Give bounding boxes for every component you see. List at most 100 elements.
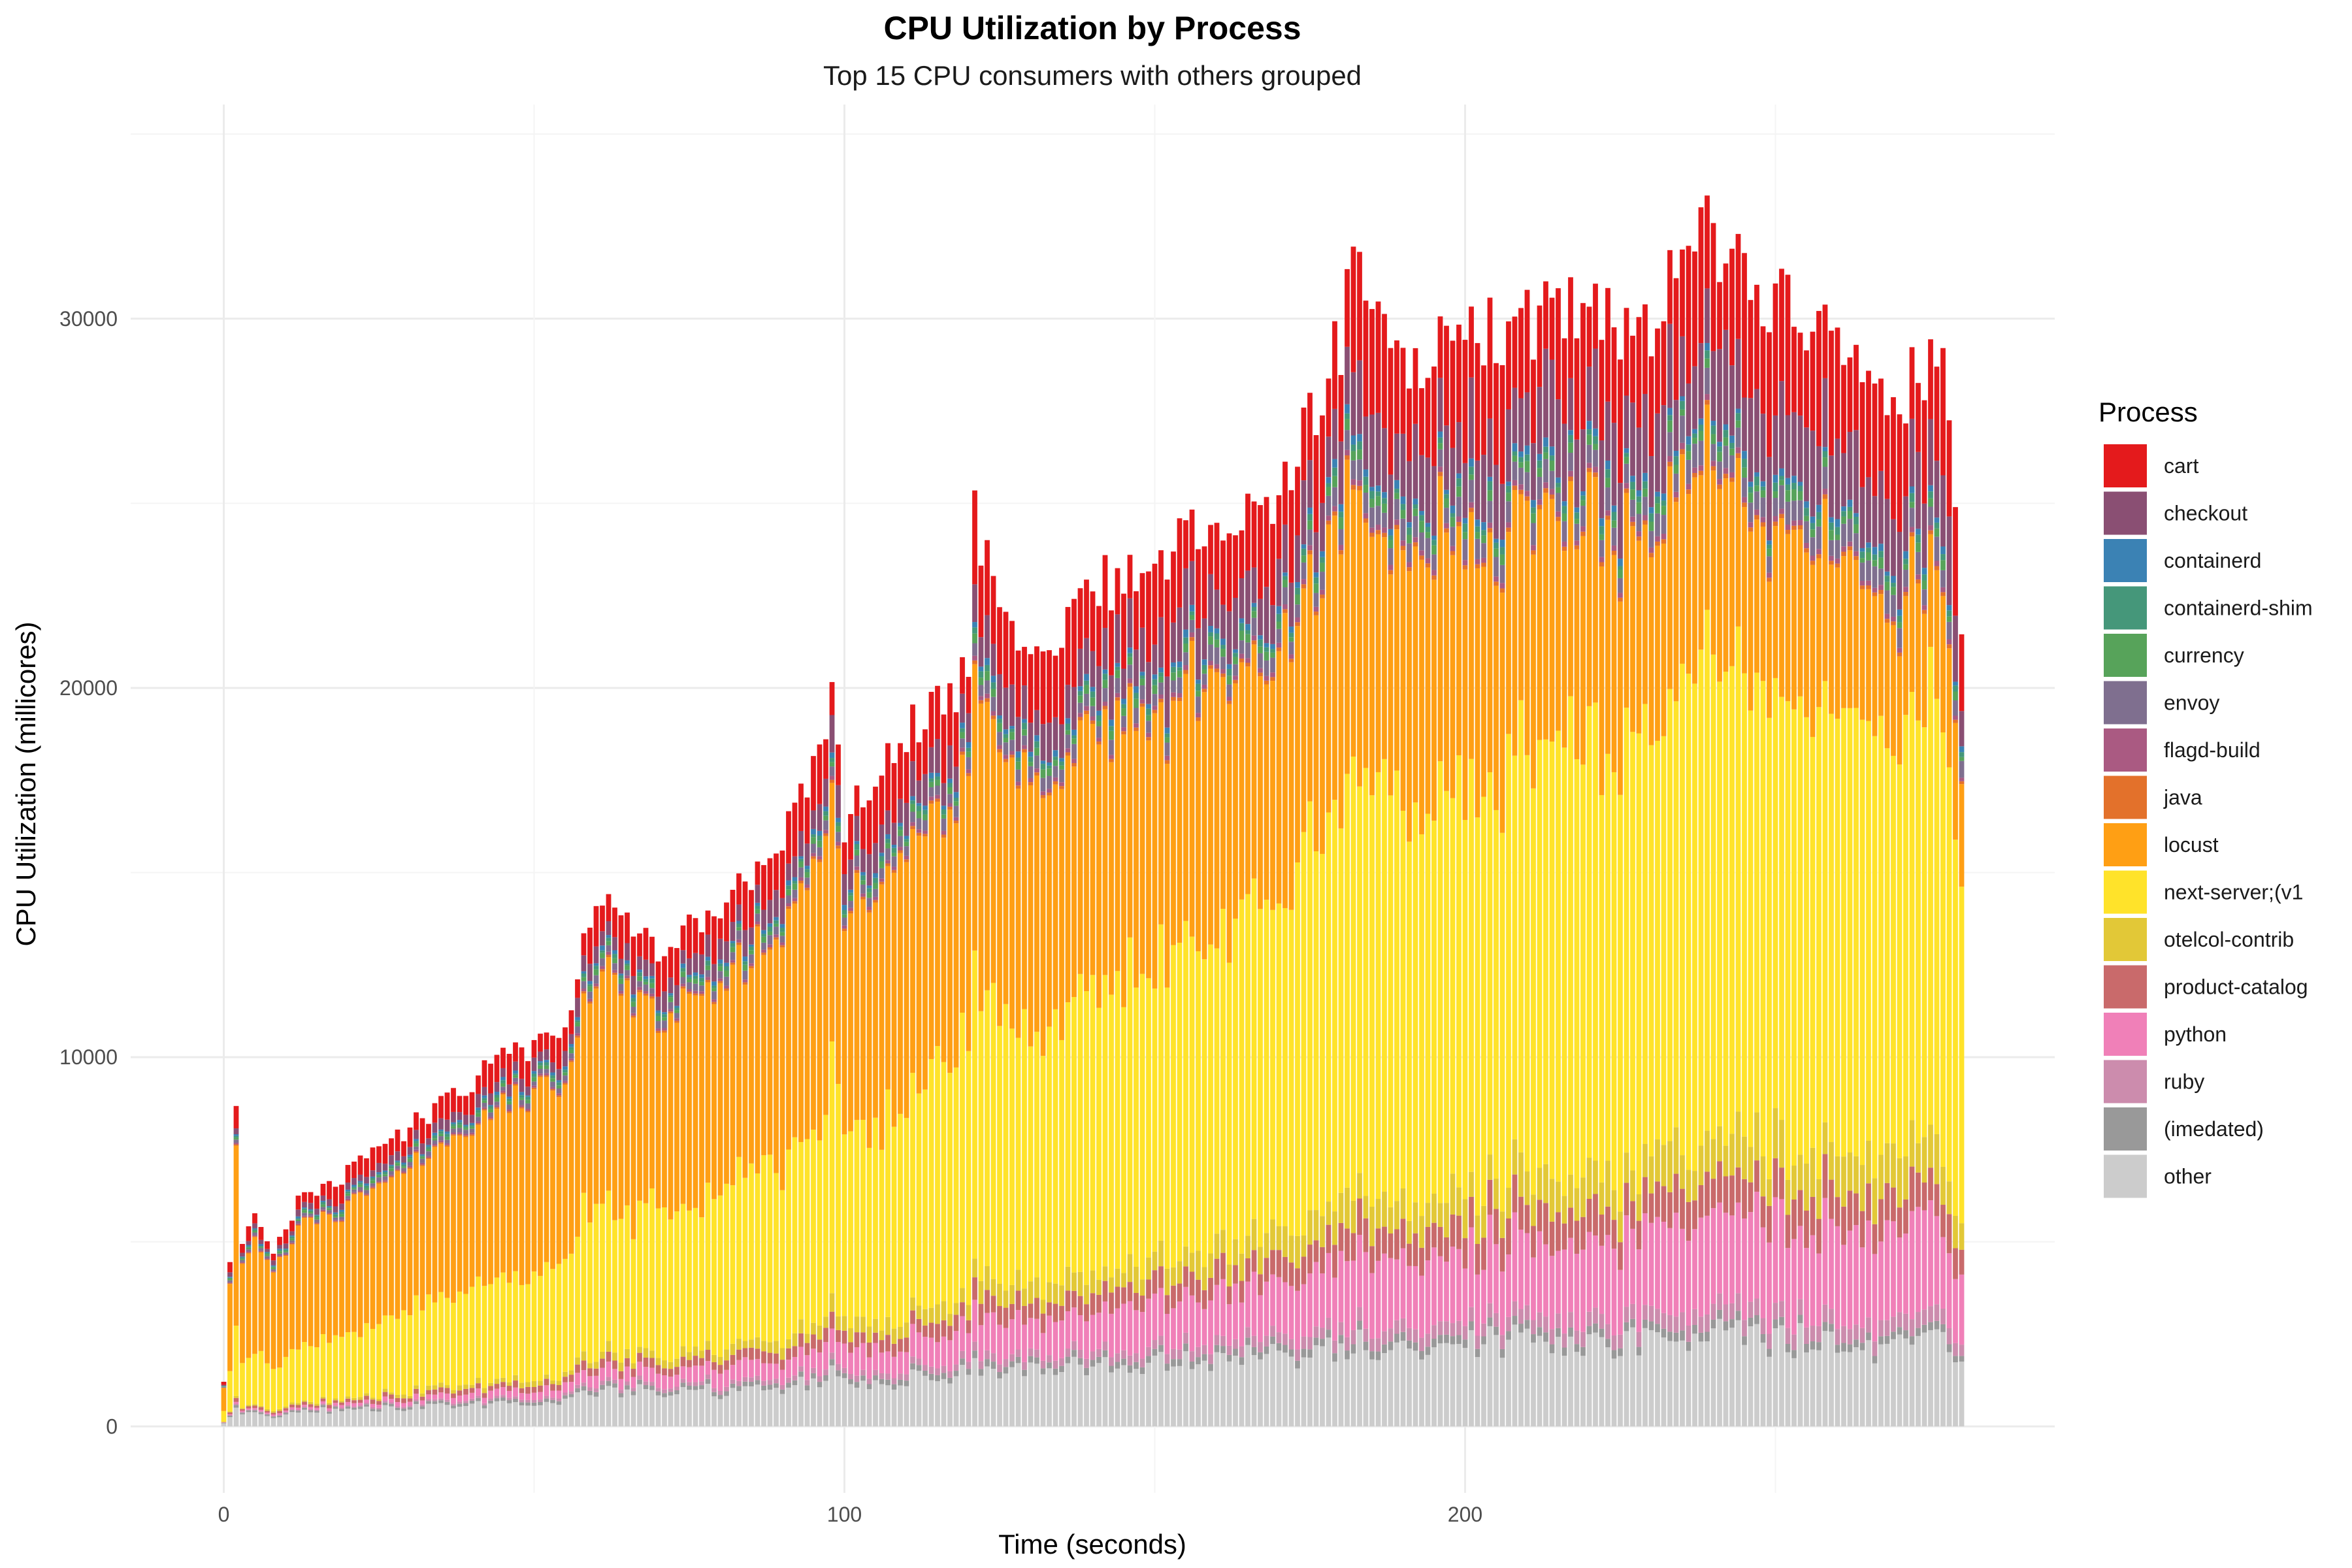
bar-segment (1537, 387, 1543, 454)
bar-segment (314, 1347, 319, 1404)
bar-segment (972, 622, 977, 628)
bar-segment (1698, 470, 1704, 476)
bar-segment (1183, 637, 1188, 644)
bar-segment (1785, 1248, 1791, 1328)
bar-segment (879, 1384, 885, 1427)
bar-segment (1214, 639, 1220, 647)
bar-segment (1338, 517, 1344, 529)
bar-segment (476, 1388, 481, 1396)
bar-segment (1642, 1177, 1648, 1214)
bar-segment (1717, 461, 1722, 480)
bar-segment (252, 1410, 257, 1413)
bar-segment (258, 1409, 264, 1412)
bar-segment (1518, 457, 1524, 463)
bar-segment (1574, 1188, 1580, 1221)
bar-segment (1512, 461, 1518, 480)
bar-segment (1872, 587, 1878, 593)
bar-segment (357, 1184, 363, 1187)
bar-segment (960, 1358, 965, 1365)
bar-segment (1822, 1322, 1828, 1331)
bar-segment (1431, 575, 1437, 580)
bar-segment (587, 986, 593, 992)
bar-segment (1903, 1313, 1908, 1331)
bar-segment (1134, 730, 1139, 988)
bar-segment (1139, 703, 1145, 707)
bar-segment (1183, 1332, 1188, 1344)
bar-segment (1388, 1328, 1394, 1342)
bar-segment (1164, 676, 1170, 728)
bar-segment (1854, 430, 1859, 514)
bar-segment (1090, 975, 1096, 1271)
bar-segment (1220, 1279, 1226, 1336)
bar-segment (1375, 1199, 1381, 1229)
bar-segment (1065, 1002, 1071, 1267)
bar-segment (655, 1358, 661, 1365)
bar-segment (1835, 534, 1840, 540)
bar-segment (364, 1323, 369, 1394)
bar-segment (357, 1409, 363, 1427)
bar-segment (841, 1367, 847, 1373)
bar-segment (891, 853, 897, 857)
bar-segment (1648, 547, 1654, 553)
bar-segment (525, 1095, 531, 1097)
bar-segment (1053, 750, 1058, 757)
bar-segment (1164, 760, 1170, 764)
bar-segment (544, 1062, 549, 1066)
bar-segment (680, 983, 686, 987)
bar-segment (1748, 531, 1754, 711)
bar-segment (916, 806, 922, 811)
bar-segment (345, 1405, 351, 1407)
bar-segment (469, 1286, 475, 1385)
bar-segment (1680, 1228, 1685, 1313)
bar-segment (1059, 724, 1064, 759)
bar-segment (488, 1390, 493, 1399)
bar-segment (1518, 489, 1524, 495)
bar-segment (308, 1407, 314, 1409)
bar-segment (1953, 700, 1958, 716)
bar-segment (1816, 446, 1821, 505)
bar-segment (1822, 451, 1828, 458)
bar-segment (1487, 297, 1493, 419)
bar-segment (1444, 425, 1449, 490)
bar-segment (1158, 1345, 1164, 1352)
bar-segment (928, 781, 934, 787)
bar-segment (258, 1407, 264, 1410)
bar-segment (1065, 1363, 1071, 1427)
bar-segment (575, 1037, 580, 1237)
bar-segment (1121, 698, 1126, 704)
bar-segment (1754, 509, 1759, 515)
bar-segment (370, 1183, 376, 1186)
bar-segment (283, 1414, 289, 1427)
bar-segment (494, 1094, 500, 1098)
bar-segment (1350, 435, 1356, 445)
bar-segment (1549, 489, 1555, 495)
bar-segment (221, 1411, 227, 1422)
bar-segment (525, 1096, 531, 1100)
bar-segment (1419, 1247, 1424, 1276)
bar-segment (451, 1403, 456, 1406)
bar-segment (1065, 1311, 1071, 1349)
y-tick-label: 10000 (59, 1045, 118, 1069)
bar-segment (587, 998, 593, 1002)
bar-segment (1028, 1303, 1034, 1318)
bar-segment (302, 1192, 307, 1202)
bar-segment (1450, 551, 1456, 555)
bar-segment (630, 1395, 636, 1427)
bar-segment (1320, 589, 1325, 595)
bar-segment (1878, 1199, 1884, 1242)
bar-segment (1394, 340, 1399, 434)
bar-segment (544, 1396, 549, 1399)
bar-segment (221, 1422, 227, 1424)
bar-segment (1754, 485, 1759, 492)
bar-segment (1009, 728, 1015, 732)
bar-segment (1475, 519, 1480, 527)
bar-segment (1804, 717, 1809, 1164)
bar-segment (767, 1342, 773, 1353)
bar-segment (1847, 506, 1853, 512)
bar-segment (1624, 488, 1629, 493)
bar-segment (680, 1387, 686, 1427)
bar-segment (755, 861, 760, 885)
bar-segment (1847, 541, 1853, 547)
bar-segment (1102, 679, 1108, 689)
bar-segment (1494, 557, 1499, 577)
